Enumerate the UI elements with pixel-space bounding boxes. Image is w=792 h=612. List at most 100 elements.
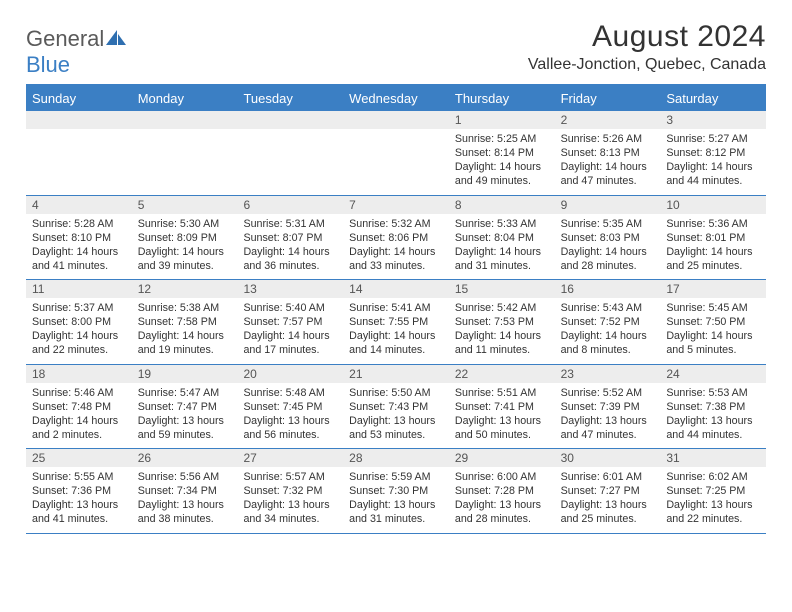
day-cell xyxy=(343,111,449,195)
day-number: 29 xyxy=(449,449,555,467)
day-number: 21 xyxy=(343,365,449,383)
weekday-header-row: SundayMondayTuesdayWednesdayThursdayFrid… xyxy=(26,86,766,111)
day-details xyxy=(237,129,343,138)
day-cell: 7Sunrise: 5:32 AMSunset: 8:06 PMDaylight… xyxy=(343,196,449,280)
day-number: 4 xyxy=(26,196,132,214)
day-number xyxy=(237,111,343,129)
day-details: Sunrise: 5:36 AMSunset: 8:01 PMDaylight:… xyxy=(660,214,766,280)
day-number: 25 xyxy=(26,449,132,467)
day-details: Sunrise: 5:55 AMSunset: 7:36 PMDaylight:… xyxy=(26,467,132,533)
logo-sail-icon xyxy=(106,33,128,50)
day-number xyxy=(343,111,449,129)
day-number: 14 xyxy=(343,280,449,298)
day-details: Sunrise: 5:30 AMSunset: 8:09 PMDaylight:… xyxy=(132,214,238,280)
day-cell: 30Sunrise: 6:01 AMSunset: 7:27 PMDayligh… xyxy=(555,449,661,533)
day-number: 3 xyxy=(660,111,766,129)
day-details: Sunrise: 6:02 AMSunset: 7:25 PMDaylight:… xyxy=(660,467,766,533)
day-details: Sunrise: 5:48 AMSunset: 7:45 PMDaylight:… xyxy=(237,383,343,449)
day-cell: 13Sunrise: 5:40 AMSunset: 7:57 PMDayligh… xyxy=(237,280,343,364)
day-cell xyxy=(26,111,132,195)
day-details: Sunrise: 5:35 AMSunset: 8:03 PMDaylight:… xyxy=(555,214,661,280)
day-number: 16 xyxy=(555,280,661,298)
day-number: 20 xyxy=(237,365,343,383)
day-number: 18 xyxy=(26,365,132,383)
day-number: 27 xyxy=(237,449,343,467)
week-row: 4Sunrise: 5:28 AMSunset: 8:10 PMDaylight… xyxy=(26,196,766,281)
day-number xyxy=(132,111,238,129)
header: General Blue August 2024 Vallee-Jonction… xyxy=(26,20,766,78)
day-cell: 27Sunrise: 5:57 AMSunset: 7:32 PMDayligh… xyxy=(237,449,343,533)
title-block: August 2024 Vallee-Jonction, Quebec, Can… xyxy=(528,20,766,74)
day-number: 22 xyxy=(449,365,555,383)
day-details: Sunrise: 5:33 AMSunset: 8:04 PMDaylight:… xyxy=(449,214,555,280)
day-cell: 19Sunrise: 5:47 AMSunset: 7:47 PMDayligh… xyxy=(132,365,238,449)
day-cell: 12Sunrise: 5:38 AMSunset: 7:58 PMDayligh… xyxy=(132,280,238,364)
day-details: Sunrise: 5:53 AMSunset: 7:38 PMDaylight:… xyxy=(660,383,766,449)
weekday-header: Saturday xyxy=(660,86,766,111)
day-cell: 1Sunrise: 5:25 AMSunset: 8:14 PMDaylight… xyxy=(449,111,555,195)
day-number: 1 xyxy=(449,111,555,129)
day-cell: 28Sunrise: 5:59 AMSunset: 7:30 PMDayligh… xyxy=(343,449,449,533)
day-details: Sunrise: 5:40 AMSunset: 7:57 PMDaylight:… xyxy=(237,298,343,364)
day-details: Sunrise: 5:41 AMSunset: 7:55 PMDaylight:… xyxy=(343,298,449,364)
day-details: Sunrise: 5:38 AMSunset: 7:58 PMDaylight:… xyxy=(132,298,238,364)
week-row: 25Sunrise: 5:55 AMSunset: 7:36 PMDayligh… xyxy=(26,449,766,534)
day-details: Sunrise: 5:59 AMSunset: 7:30 PMDaylight:… xyxy=(343,467,449,533)
day-cell: 23Sunrise: 5:52 AMSunset: 7:39 PMDayligh… xyxy=(555,365,661,449)
day-cell: 8Sunrise: 5:33 AMSunset: 8:04 PMDaylight… xyxy=(449,196,555,280)
day-number: 13 xyxy=(237,280,343,298)
day-number: 30 xyxy=(555,449,661,467)
day-cell: 2Sunrise: 5:26 AMSunset: 8:13 PMDaylight… xyxy=(555,111,661,195)
day-details: Sunrise: 5:57 AMSunset: 7:32 PMDaylight:… xyxy=(237,467,343,533)
day-details: Sunrise: 5:27 AMSunset: 8:12 PMDaylight:… xyxy=(660,129,766,195)
day-details: Sunrise: 5:51 AMSunset: 7:41 PMDaylight:… xyxy=(449,383,555,449)
day-cell xyxy=(132,111,238,195)
day-number: 7 xyxy=(343,196,449,214)
day-details: Sunrise: 5:56 AMSunset: 7:34 PMDaylight:… xyxy=(132,467,238,533)
day-number: 31 xyxy=(660,449,766,467)
day-details: Sunrise: 5:25 AMSunset: 8:14 PMDaylight:… xyxy=(449,129,555,195)
day-details: Sunrise: 5:46 AMSunset: 7:48 PMDaylight:… xyxy=(26,383,132,449)
day-details: Sunrise: 5:45 AMSunset: 7:50 PMDaylight:… xyxy=(660,298,766,364)
weekday-header: Monday xyxy=(132,86,238,111)
weekday-header: Thursday xyxy=(449,86,555,111)
day-cell xyxy=(237,111,343,195)
day-cell: 31Sunrise: 6:02 AMSunset: 7:25 PMDayligh… xyxy=(660,449,766,533)
day-number: 2 xyxy=(555,111,661,129)
day-details: Sunrise: 5:50 AMSunset: 7:43 PMDaylight:… xyxy=(343,383,449,449)
day-number: 24 xyxy=(660,365,766,383)
day-details: Sunrise: 5:43 AMSunset: 7:52 PMDaylight:… xyxy=(555,298,661,364)
weekday-header: Sunday xyxy=(26,86,132,111)
logo: General Blue xyxy=(26,26,128,78)
day-details: Sunrise: 5:47 AMSunset: 7:47 PMDaylight:… xyxy=(132,383,238,449)
day-number: 26 xyxy=(132,449,238,467)
day-cell: 21Sunrise: 5:50 AMSunset: 7:43 PMDayligh… xyxy=(343,365,449,449)
logo-text: General Blue xyxy=(26,26,128,78)
day-number: 10 xyxy=(660,196,766,214)
weekday-header: Friday xyxy=(555,86,661,111)
day-details xyxy=(132,129,238,138)
weekday-header: Tuesday xyxy=(237,86,343,111)
day-cell: 15Sunrise: 5:42 AMSunset: 7:53 PMDayligh… xyxy=(449,280,555,364)
day-cell: 9Sunrise: 5:35 AMSunset: 8:03 PMDaylight… xyxy=(555,196,661,280)
day-number: 15 xyxy=(449,280,555,298)
day-details: Sunrise: 6:01 AMSunset: 7:27 PMDaylight:… xyxy=(555,467,661,533)
day-cell: 20Sunrise: 5:48 AMSunset: 7:45 PMDayligh… xyxy=(237,365,343,449)
day-number: 12 xyxy=(132,280,238,298)
weeks-container: 1Sunrise: 5:25 AMSunset: 8:14 PMDaylight… xyxy=(26,111,766,534)
week-row: 11Sunrise: 5:37 AMSunset: 8:00 PMDayligh… xyxy=(26,280,766,365)
day-cell: 3Sunrise: 5:27 AMSunset: 8:12 PMDaylight… xyxy=(660,111,766,195)
day-details: Sunrise: 5:26 AMSunset: 8:13 PMDaylight:… xyxy=(555,129,661,195)
day-details: Sunrise: 5:31 AMSunset: 8:07 PMDaylight:… xyxy=(237,214,343,280)
day-details: Sunrise: 6:00 AMSunset: 7:28 PMDaylight:… xyxy=(449,467,555,533)
day-details: Sunrise: 5:42 AMSunset: 7:53 PMDaylight:… xyxy=(449,298,555,364)
week-row: 18Sunrise: 5:46 AMSunset: 7:48 PMDayligh… xyxy=(26,365,766,450)
day-details: Sunrise: 5:52 AMSunset: 7:39 PMDaylight:… xyxy=(555,383,661,449)
day-details xyxy=(343,129,449,138)
day-details: Sunrise: 5:32 AMSunset: 8:06 PMDaylight:… xyxy=(343,214,449,280)
day-cell: 16Sunrise: 5:43 AMSunset: 7:52 PMDayligh… xyxy=(555,280,661,364)
day-cell: 11Sunrise: 5:37 AMSunset: 8:00 PMDayligh… xyxy=(26,280,132,364)
day-number: 11 xyxy=(26,280,132,298)
day-cell: 26Sunrise: 5:56 AMSunset: 7:34 PMDayligh… xyxy=(132,449,238,533)
day-details xyxy=(26,129,132,138)
